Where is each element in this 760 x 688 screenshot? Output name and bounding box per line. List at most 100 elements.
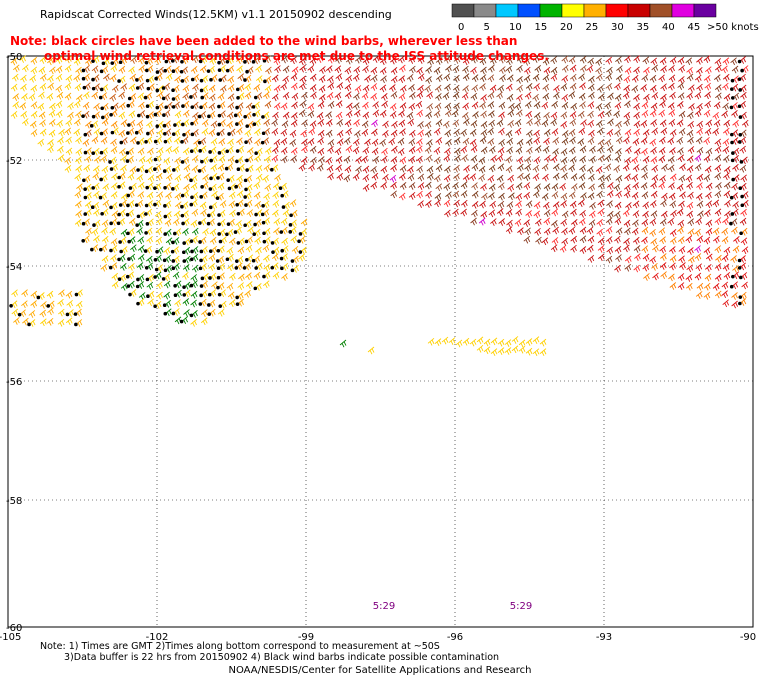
- wind-barb: [541, 193, 549, 201]
- wind-barb: [649, 218, 657, 226]
- wind-barb: [505, 165, 513, 174]
- wind-barb: [471, 182, 478, 190]
- wind-barb: [488, 209, 496, 218]
- wind-barb: [669, 282, 677, 290]
- wind-barb: [12, 64, 20, 73]
- wind-barb: [480, 146, 488, 155]
- footer-note-line: Note: 1) Times are GMT 2)Times along bot…: [40, 641, 440, 652]
- contamination-circle: [162, 113, 166, 117]
- contamination-circle: [144, 265, 149, 270]
- contamination-circle: [271, 250, 275, 254]
- wind-barb: [136, 262, 144, 270]
- wind-barb: [497, 182, 505, 191]
- contamination-circle: [217, 113, 222, 118]
- wind-barb: [316, 55, 324, 63]
- wind-barb: [57, 298, 64, 307]
- wind-barb: [543, 227, 551, 236]
- wind-barb: [92, 190, 100, 199]
- wind-barb: [470, 217, 477, 226]
- wind-barb: [100, 154, 108, 163]
- wind-barb: [75, 300, 83, 309]
- legend-swatch: [605, 3, 629, 18]
- wind-barb: [455, 339, 463, 348]
- contamination-circle: [171, 266, 176, 271]
- contamination-circle: [83, 187, 87, 191]
- wind-barb: [272, 146, 279, 155]
- wind-barb: [238, 273, 245, 282]
- wind-barb: [435, 119, 443, 127]
- wind-barb: [641, 74, 649, 83]
- contamination-circle: [145, 78, 150, 83]
- wind-barb: [499, 66, 506, 74]
- wind-barb: [523, 191, 531, 200]
- wind-barb: [137, 191, 145, 200]
- wind-barb: [182, 271, 189, 280]
- contamination-circle: [144, 139, 148, 144]
- wind-barb: [652, 272, 659, 281]
- contamination-circle: [740, 68, 744, 73]
- wind-barb: [604, 173, 612, 182]
- wind-barb: [390, 56, 397, 65]
- wind-barb: [201, 128, 209, 136]
- wind-barb: [480, 121, 488, 129]
- wind-barb: [469, 138, 477, 147]
- wind-barb: [11, 73, 19, 82]
- wind-barb: [398, 119, 406, 128]
- wind-barb: [732, 265, 739, 273]
- wind-barb: [507, 120, 514, 128]
- contamination-circle: [190, 121, 194, 126]
- wind-barb: [127, 172, 135, 181]
- contamination-circle: [199, 88, 204, 93]
- wind-barb: [650, 181, 657, 190]
- wind-barb: [685, 274, 693, 282]
- wind-barb: [488, 145, 496, 154]
- wind-barb: [579, 145, 587, 154]
- legend-label: 10: [509, 22, 522, 33]
- wind-barb: [676, 136, 684, 145]
- wind-barb: [478, 156, 486, 165]
- wind-barb: [417, 173, 425, 182]
- contamination-circle: [737, 266, 742, 270]
- wind-barb: [298, 109, 306, 118]
- wind-barb: [632, 200, 640, 209]
- wind-barb: [102, 199, 110, 208]
- wind-barb: [445, 64, 452, 73]
- contamination-circle: [245, 69, 249, 74]
- wind-barb: [335, 156, 343, 164]
- contamination-circle: [225, 68, 230, 73]
- wind-barb: [614, 201, 622, 210]
- wind-barb: [75, 136, 82, 145]
- legend-swatch: [539, 3, 563, 18]
- wind-barb: [425, 200, 432, 208]
- wind-barb: [632, 138, 640, 146]
- wind-barb: [372, 156, 380, 164]
- wind-barb: [650, 156, 658, 165]
- wind-barb: [597, 154, 605, 163]
- latitude-label: -50: [6, 52, 22, 63]
- wind-barb: [470, 92, 478, 101]
- wind-barb: [156, 147, 164, 155]
- wind-barb: [615, 136, 623, 145]
- wind-barb: [19, 55, 27, 63]
- wind-barb: [560, 121, 568, 129]
- legend-swatch: [693, 3, 717, 18]
- contamination-circle: [233, 230, 238, 234]
- contamination-circle: [145, 114, 150, 119]
- contamination-circle: [253, 222, 257, 227]
- contamination-circle: [153, 275, 157, 279]
- wind-barb: [533, 210, 541, 219]
- wind-barb: [712, 283, 720, 291]
- wind-barb: [722, 154, 730, 163]
- wind-barb: [633, 66, 640, 75]
- contamination-circle: [236, 241, 241, 245]
- wind-barb: [246, 281, 253, 289]
- contamination-circle: [270, 167, 274, 172]
- contamination-circle: [162, 303, 167, 308]
- wind-barb: [164, 218, 172, 227]
- wind-barb: [498, 101, 506, 110]
- wind-barb: [523, 235, 531, 244]
- wind-barb: [511, 336, 519, 344]
- longitude-label: -102: [146, 632, 169, 643]
- wind-barb: [498, 138, 505, 147]
- wind-barb: [570, 244, 577, 253]
